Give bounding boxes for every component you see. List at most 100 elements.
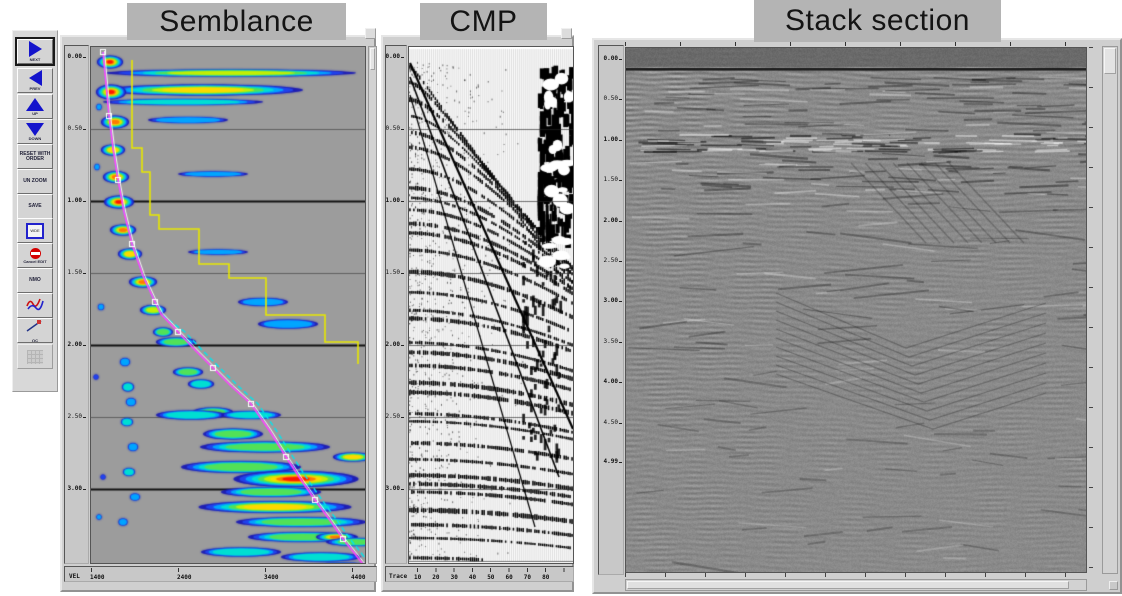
pencil-line-icon — [26, 319, 44, 338]
reset-picks-button[interactable]: RESET WITH ORDER — [17, 144, 53, 169]
vel-tick-label: 3400 — [264, 574, 279, 581]
caption-semblance: Semblance — [127, 3, 346, 40]
time-tick-mark — [83, 129, 86, 130]
time-tick-label: 1.50 — [385, 269, 400, 276]
nmo-button[interactable]: NMO — [17, 268, 53, 293]
time-tick-mark — [619, 220, 622, 222]
velocity-ruler — [91, 568, 365, 572]
semblance-time-axis — [64, 45, 89, 564]
time-tick-mark — [619, 99, 622, 101]
save-button[interactable]: SAVE — [17, 194, 53, 219]
unzoom-button[interactable]: UN ZOOM — [17, 169, 53, 194]
wide-button[interactable]: WDE — [17, 218, 53, 243]
down-button[interactable]: DOWN — [17, 119, 53, 144]
time-tick-mark — [401, 57, 404, 58]
caption-stack: Stack section — [754, 0, 1001, 42]
scribble-icon — [25, 296, 45, 316]
time-tick-label: 0.50 — [67, 125, 82, 132]
time-tick-label: 3.00 — [603, 297, 618, 305]
semblance-window: VEL 1400 2400 3400 4400 0.00 0.50 1.00 1.50 2.0… — [60, 35, 377, 592]
trace-tick-label: 50 — [487, 574, 495, 581]
unzoom-button-label: UN ZOOM — [23, 178, 47, 184]
time-tick-label: 1.00 — [385, 197, 400, 204]
qc-button[interactable]: QC — [17, 318, 53, 343]
time-tick-label: 0.00 — [603, 55, 618, 62]
semblance-scrollbar-thumb[interactable] — [370, 48, 375, 70]
triangle-left-icon — [28, 70, 42, 86]
time-tick-label: 0.50 — [603, 95, 618, 103]
time-tick-label: 3.50 — [603, 337, 618, 345]
time-tick-mark — [619, 180, 622, 182]
time-tick-mark — [83, 489, 86, 490]
stack-top-ruler — [625, 42, 1085, 46]
time-tick-label: 0.50 — [385, 125, 400, 132]
time-tick-label: 3.00 — [385, 485, 400, 492]
vel-tick-label: 1400 — [90, 574, 105, 581]
time-tick-label: 2.50 — [603, 257, 618, 264]
time-tick-label: 0.00 — [385, 53, 400, 60]
cmp-plot[interactable] — [408, 46, 574, 564]
time-tick-label: 2.50 — [67, 413, 82, 420]
vel-tick-label: 4400 — [351, 574, 366, 581]
semblance-velocity-axis: VEL 1400 2400 3400 4400 — [64, 566, 377, 582]
triangle-down-icon — [26, 122, 44, 136]
time-tick-label: 2.00 — [603, 216, 618, 224]
blue-square-icon: WDE — [26, 222, 44, 239]
trace-ruler — [417, 568, 575, 572]
time-tick-label: 4.99 — [603, 458, 618, 466]
velocity-picks-button[interactable] — [17, 293, 53, 318]
time-tick-mark — [401, 417, 404, 418]
prev-cmp-button[interactable]: PREV — [17, 68, 53, 93]
cmp-trace-axis: Trace 10 20 30 40 50 60 70 80 — [385, 566, 575, 582]
nmo-button-label: NMO — [29, 277, 41, 283]
cmp-window: Trace 10 20 30 40 50 60 70 80 0.00 0.50 1.00 1.50 2… — [381, 35, 575, 592]
stack-hscrollbar-thumb[interactable] — [627, 581, 1069, 589]
trace-tick-label: 20 — [432, 574, 440, 581]
time-tick-mark — [619, 261, 622, 262]
stack-vscrollbar-thumb[interactable] — [1104, 48, 1116, 74]
trace-axis-label: Trace — [389, 573, 408, 580]
cancel-edit-button[interactable]: Cancel EDIT — [17, 243, 53, 268]
cmp-iconify-button[interactable] — [561, 28, 572, 39]
time-tick-mark — [619, 382, 622, 384]
trace-tick-label: 10 — [414, 574, 422, 581]
time-tick-mark — [619, 422, 622, 424]
semblance-plot[interactable] — [90, 46, 366, 564]
next-cmp-button[interactable]: NEXT — [15, 37, 55, 66]
trace-tick-label: 70 — [523, 574, 532, 581]
time-tick-label: 1.50 — [67, 269, 82, 276]
triangle-right-icon — [28, 41, 42, 57]
time-tick-mark — [619, 301, 622, 303]
stack-vscrollbar[interactable] — [1102, 46, 1118, 574]
time-tick-label: 1.00 — [67, 197, 82, 204]
stack-bottom-ruler — [625, 573, 1085, 577]
time-tick-mark — [401, 273, 404, 274]
time-tick-label: 2.00 — [67, 341, 82, 348]
stack-window: 0.00 0.50 1.00 1.50 2.00 2.50 3.00 3.50 4.00 4.50… — [592, 38, 1122, 594]
cancel-edit-button-label: Cancel EDIT — [23, 258, 47, 264]
qc-button-label: QC — [32, 337, 38, 343]
time-tick-mark — [401, 345, 404, 346]
time-tick-mark — [619, 462, 622, 464]
semblance-iconify-button[interactable] — [365, 28, 376, 39]
trace-tick-label: 30 — [450, 574, 458, 581]
time-tick-mark — [83, 417, 86, 418]
grid-button[interactable] — [17, 344, 53, 369]
reset-picks-button-label: RESET WITH ORDER — [19, 150, 51, 162]
time-tick-mark — [401, 201, 404, 202]
next-cmp-button-label: NEXT — [29, 57, 41, 62]
time-tick-label: 1.00 — [603, 135, 618, 143]
toolbar: NEXT PREV UP DOWN RESET WITH ORDER UN ZOOM SAV… — [12, 30, 58, 392]
up-button-label: UP — [32, 110, 38, 116]
time-tick-mark — [83, 273, 86, 274]
vel-tick-label: 2400 — [177, 574, 192, 581]
stack-plot[interactable] — [625, 47, 1087, 573]
up-button[interactable]: UP — [17, 94, 53, 119]
stack-right-ticks — [1089, 47, 1093, 571]
trace-tick-label: 80 — [542, 574, 550, 581]
stack-resize-grip[interactable] — [1109, 581, 1118, 590]
semblance-scrollbar[interactable] — [368, 46, 377, 564]
stack-hscrollbar[interactable] — [625, 579, 1087, 591]
time-tick-mark — [83, 345, 86, 346]
